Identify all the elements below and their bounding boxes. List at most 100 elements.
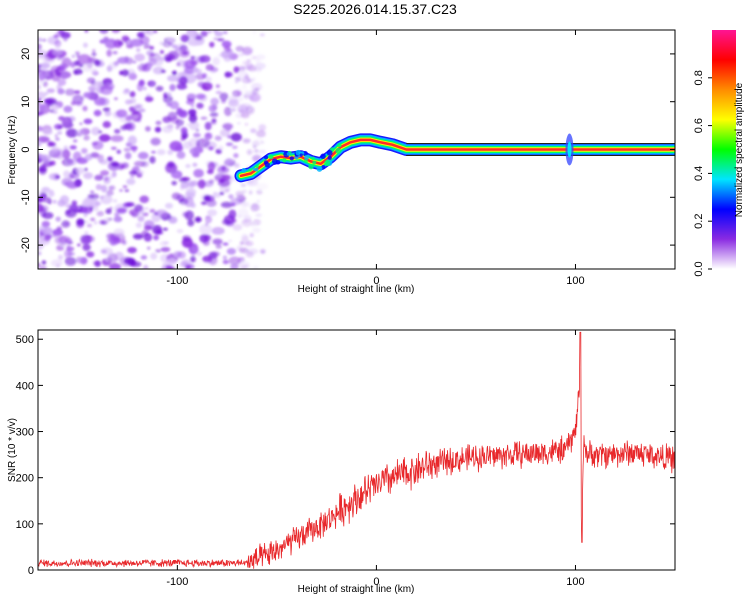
- noise-blob: [153, 234, 160, 241]
- noise-blob: [124, 189, 130, 192]
- noise-blob: [79, 122, 83, 125]
- noise-blob: [167, 149, 174, 155]
- snr-frame: [37, 329, 676, 571]
- noise-blob: [51, 145, 60, 152]
- noise-blob: [253, 149, 259, 153]
- noise-blob: [230, 132, 242, 142]
- noise-blob: [136, 82, 144, 92]
- noise-blob: [252, 218, 261, 226]
- noise-blob: [256, 189, 263, 195]
- noise-blob: [185, 163, 191, 169]
- noise-blob: [41, 186, 51, 193]
- noise-blob: [216, 172, 222, 176]
- noise-blob: [189, 147, 199, 155]
- noise-blob: [163, 241, 170, 245]
- noise-blob: [51, 75, 61, 82]
- noise-blob: [123, 122, 133, 130]
- ridge-speckle: [316, 165, 323, 172]
- noise-blob: [215, 244, 222, 249]
- snr-y-tick-label: 100: [16, 519, 34, 531]
- noise-blob: [242, 202, 248, 207]
- noise-blob: [166, 75, 179, 82]
- noise-blob: [90, 217, 96, 222]
- noise-blob: [98, 130, 103, 134]
- noise-blob: [129, 170, 138, 176]
- noise-blob: [136, 169, 145, 175]
- noise-blob: [38, 37, 42, 42]
- noise-blob: [200, 116, 208, 120]
- noise-blob: [116, 149, 121, 154]
- noise-blob: [178, 177, 188, 183]
- noise-blob: [175, 125, 180, 130]
- noise-blob: [44, 92, 49, 95]
- noise-blob: [82, 105, 88, 112]
- noise-blob: [141, 230, 149, 237]
- noise-blob: [163, 98, 169, 102]
- noise-blob: [149, 45, 155, 50]
- noise-blob: [166, 103, 173, 107]
- noise-blob: [90, 68, 98, 75]
- noise-blob: [156, 149, 166, 156]
- noise-blob: [112, 199, 118, 203]
- ridge-speckle: [255, 164, 259, 169]
- noise-blob: [154, 126, 162, 133]
- noise-blob: [155, 228, 162, 235]
- noise-blob: [72, 94, 84, 105]
- noise-blob: [155, 249, 161, 253]
- noise-blob: [88, 85, 97, 92]
- noise-blob: [202, 72, 208, 79]
- noise-blob: [185, 188, 197, 197]
- noise-blob: [206, 133, 210, 137]
- noise-blob: [182, 235, 192, 242]
- noise-blob: [188, 113, 198, 124]
- noise-blob: [64, 257, 77, 266]
- noise-blob: [42, 158, 50, 163]
- noise-blob: [201, 201, 207, 206]
- noise-blob: [162, 41, 173, 48]
- noise-blob: [54, 43, 61, 50]
- ridge-speckle: [263, 160, 269, 165]
- noise-blob: [237, 70, 248, 79]
- noise-blob: [232, 224, 243, 231]
- noise-blob: [246, 78, 254, 84]
- snr-series-line: [38, 331, 675, 569]
- spectrogram-x-tick-label: 0: [373, 275, 379, 287]
- noise-blob: [73, 90, 81, 94]
- noise-blob: [251, 55, 257, 60]
- snr-y-tick-label: 400: [16, 380, 34, 392]
- noise-blob: [136, 47, 141, 52]
- noise-blob: [222, 242, 229, 246]
- noise-blob: [55, 175, 60, 179]
- noise-blob: [50, 259, 63, 267]
- noise-blob: [68, 174, 75, 179]
- spectrogram-y-tick-label: -20: [20, 237, 32, 253]
- ridge-speckle: [254, 167, 259, 172]
- noise-blob: [242, 65, 250, 70]
- noise-blob: [178, 49, 191, 58]
- noise-blob: [92, 260, 100, 266]
- noise-blob: [132, 114, 139, 120]
- noise-blob: [137, 215, 145, 222]
- ridge-speckle: [299, 153, 303, 157]
- noise-blob: [73, 71, 78, 75]
- noise-blob: [209, 112, 219, 118]
- noise-blob: [103, 217, 111, 224]
- noise-blob: [202, 86, 209, 90]
- noise-blob: [160, 69, 166, 73]
- noise-blob: [176, 107, 183, 113]
- noise-blob: [83, 92, 91, 99]
- noise-blob: [226, 127, 232, 132]
- noise-blob: [98, 134, 111, 142]
- noise-blob: [38, 73, 46, 81]
- noise-blob: [171, 44, 178, 49]
- noise-blob: [188, 120, 200, 131]
- noise-blob: [139, 195, 149, 204]
- spectrogram-x-axis-label: Height of straight line (km): [298, 284, 415, 295]
- noise-blob: [79, 63, 84, 68]
- noise-blob: [233, 66, 240, 74]
- noise-blob: [252, 227, 261, 233]
- noise-blob: [227, 135, 231, 139]
- noise-blob: [63, 105, 73, 113]
- noise-blob: [241, 235, 250, 245]
